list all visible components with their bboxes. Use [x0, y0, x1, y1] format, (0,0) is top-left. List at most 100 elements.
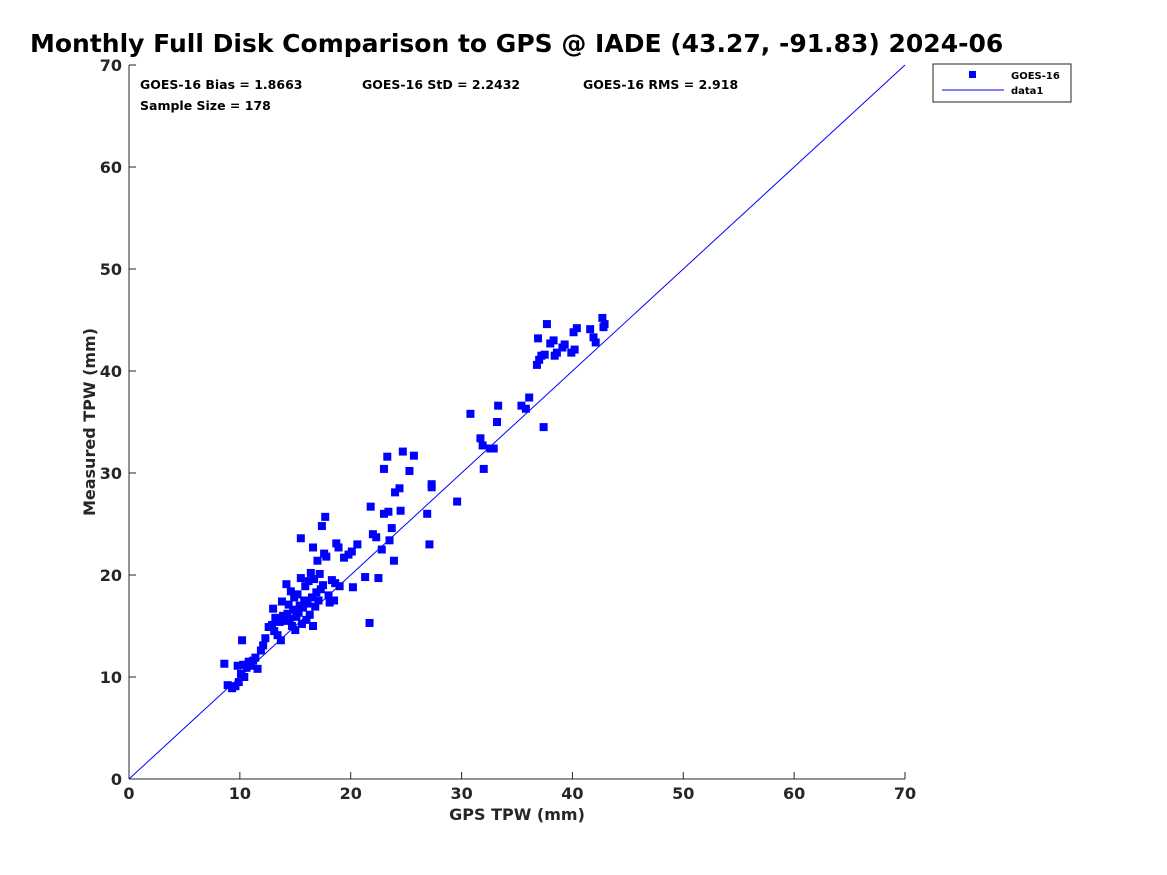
data-point	[305, 610, 314, 619]
data-point	[409, 451, 418, 460]
data-point	[361, 573, 370, 582]
data-point	[374, 574, 383, 583]
data-point	[321, 512, 330, 521]
y-tick-label: 50	[100, 260, 122, 279]
data-point	[324, 591, 333, 600]
x-axis-label: GPS TPW (mm)	[449, 805, 585, 824]
data-point	[271, 613, 280, 622]
data-point	[289, 605, 298, 614]
data-point	[334, 543, 343, 552]
data-point	[398, 447, 407, 456]
data-point	[238, 636, 247, 645]
data-point	[316, 585, 325, 594]
data-point	[521, 404, 530, 413]
data-point	[542, 320, 551, 329]
data-point	[231, 682, 240, 691]
data-point	[600, 320, 609, 329]
data-point	[286, 587, 295, 596]
data-point	[312, 588, 321, 597]
data-point	[233, 661, 242, 670]
data-point	[340, 553, 349, 562]
x-tick-label: 60	[783, 784, 805, 803]
data-point	[275, 617, 284, 626]
data-point	[379, 464, 388, 473]
data-point	[489, 444, 498, 453]
data-point	[304, 577, 313, 586]
series-data1-line	[128, 64, 906, 780]
data-point	[395, 484, 404, 493]
stat-bias: GOES-16 Bias = 1.8663	[140, 77, 302, 92]
legend-marker-goes16	[969, 71, 976, 78]
data-point	[405, 466, 414, 475]
data-point	[532, 360, 541, 369]
data-point	[277, 597, 286, 606]
data-point	[251, 653, 260, 662]
stat-std: GOES-16 StD = 2.2432	[362, 77, 520, 92]
data-point	[273, 631, 282, 640]
data-point	[268, 620, 277, 629]
data-point	[377, 545, 386, 554]
data-point	[387, 524, 396, 533]
data-point	[302, 615, 311, 624]
data-point	[220, 659, 229, 668]
data-point	[476, 434, 485, 443]
y-tick-label: 70	[100, 56, 122, 75]
data-point	[572, 324, 581, 333]
y-tick-label: 20	[100, 566, 122, 585]
legend-label-goes16: GOES-16	[1011, 71, 1060, 82]
data-point	[325, 598, 334, 607]
data-point	[256, 646, 265, 655]
legend-box	[932, 63, 1072, 103]
data-point	[353, 540, 362, 549]
data-point	[517, 401, 526, 410]
data-point	[598, 313, 607, 322]
series-goes16-points	[220, 313, 609, 693]
data-point	[281, 616, 290, 625]
x-tick-label: 40	[561, 784, 583, 803]
data-point	[570, 345, 579, 354]
data-point	[313, 556, 322, 565]
data-point	[379, 509, 388, 518]
data-point	[253, 664, 262, 673]
y-tick-label: 40	[100, 362, 122, 381]
data-point	[223, 681, 232, 690]
data-point	[539, 423, 548, 432]
data-point	[291, 626, 300, 635]
data-point	[283, 609, 292, 618]
data-point	[391, 488, 400, 497]
chart-title: Monthly Full Disk Comparison to GPS @ IA…	[30, 29, 1003, 58]
data-point	[494, 401, 503, 410]
data-point	[311, 602, 320, 611]
x-tick-label: 70	[894, 784, 916, 803]
data-point	[306, 568, 315, 577]
data-point	[259, 641, 268, 650]
data-point	[478, 441, 487, 450]
data-point	[589, 333, 598, 342]
data-point	[310, 575, 319, 584]
data-point	[322, 552, 331, 561]
data-point	[453, 497, 462, 506]
data-point	[284, 600, 293, 609]
plot-area: 0 10 20 30 40 50 60 70 0 10 20 30 40 50 60 70	[100, 56, 916, 803]
legend: GOES-16 data1	[932, 63, 1072, 103]
y-tick-label: 60	[100, 158, 122, 177]
data-point	[244, 657, 253, 666]
data-point	[314, 596, 323, 605]
data-point	[335, 582, 344, 591]
legend-label-data1: data1	[1011, 86, 1043, 97]
y-axis-label: Measured TPW (mm)	[80, 328, 99, 516]
data-point	[309, 622, 318, 630]
y-tick-label: 30	[100, 464, 122, 483]
data-point	[279, 611, 288, 620]
data-point	[299, 603, 308, 612]
data-point	[242, 663, 251, 672]
data-point	[552, 348, 561, 357]
data-point	[285, 614, 294, 623]
data-point	[366, 502, 375, 511]
x-tick-label: 50	[672, 784, 694, 803]
data-point	[389, 556, 398, 565]
x-tick-label: 0	[123, 784, 134, 803]
stat-rms: GOES-16 RMS = 2.918	[583, 77, 738, 92]
data-point	[396, 506, 405, 515]
